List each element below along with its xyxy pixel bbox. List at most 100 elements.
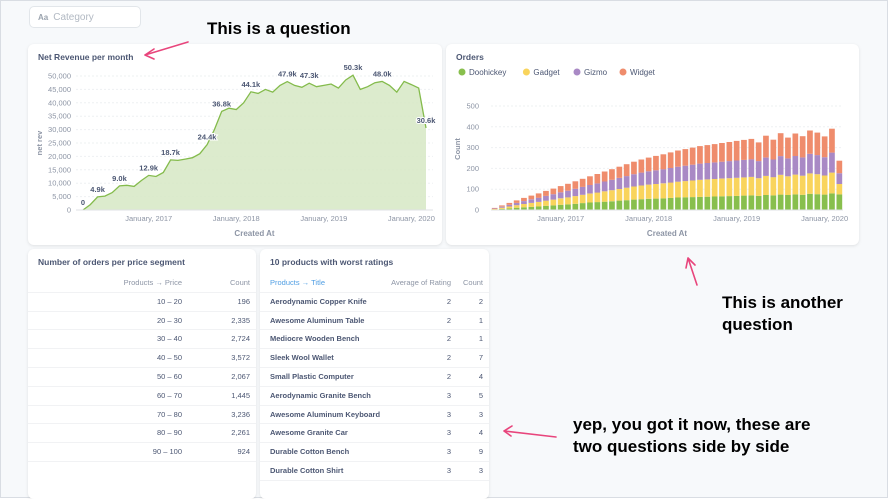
bar-gadget[interactable] [617, 189, 623, 201]
bar-gadget[interactable] [727, 178, 733, 196]
bar-widget[interactable] [492, 208, 498, 209]
bar-gadget[interactable] [573, 196, 579, 204]
bar-gadget[interactable] [771, 177, 777, 195]
bar-widget[interactable] [705, 145, 711, 163]
price-segment-title[interactable]: Number of orders per price segment [38, 257, 185, 267]
bar-gadget[interactable] [675, 182, 681, 198]
bar-doohickey[interactable] [653, 199, 659, 210]
bar-widget[interactable] [771, 140, 777, 160]
bar-gizmo[interactable] [690, 165, 696, 181]
bar-doohickey[interactable] [631, 200, 637, 210]
bar-gadget[interactable] [536, 202, 542, 207]
bar-gadget[interactable] [734, 178, 740, 196]
bar-widget[interactable] [580, 179, 586, 187]
bar-widget[interactable] [793, 134, 799, 157]
bar-gadget[interactable] [587, 194, 593, 203]
bar-gadget[interactable] [822, 176, 828, 195]
product-title-cell[interactable]: Aerodynamic Granite Bench [270, 391, 371, 400]
bar-widget[interactable] [712, 144, 718, 162]
bar-gadget[interactable] [646, 185, 652, 199]
bar-gizmo[interactable] [514, 203, 520, 205]
bar-gizmo[interactable] [749, 159, 755, 177]
bar-widget[interactable] [763, 136, 769, 158]
bar-doohickey[interactable] [822, 195, 828, 210]
bar-doohickey[interactable] [536, 207, 542, 211]
bar-gizmo[interactable] [683, 166, 689, 181]
bar-widget[interactable] [800, 136, 806, 157]
bar-gadget[interactable] [529, 203, 535, 207]
bar-gizmo[interactable] [815, 155, 821, 174]
bar-doohickey[interactable] [815, 194, 821, 210]
bar-widget[interactable] [734, 141, 740, 161]
bar-widget[interactable] [631, 162, 637, 175]
bar-gizmo[interactable] [785, 158, 791, 176]
bar-widget[interactable] [499, 205, 505, 206]
bar-gizmo[interactable] [837, 173, 843, 184]
bar-gizmo[interactable] [624, 176, 630, 188]
bar-doohickey[interactable] [705, 197, 711, 210]
product-title-cell[interactable]: Mediocre Wooden Bench [270, 334, 359, 343]
bar-doohickey[interactable] [697, 197, 703, 210]
bar-gizmo[interactable] [602, 182, 608, 192]
bar-doohickey[interactable] [800, 195, 806, 210]
bar-gizmo[interactable] [697, 164, 703, 180]
bar-gizmo[interactable] [543, 196, 549, 201]
bar-widget[interactable] [683, 149, 689, 166]
bar-doohickey[interactable] [551, 205, 557, 210]
product-title-cell[interactable]: Durable Cotton Bench [270, 447, 349, 456]
bar-gizmo[interactable] [646, 171, 652, 184]
bar-gizmo[interactable] [822, 157, 828, 175]
bar-gizmo[interactable] [551, 194, 557, 199]
bar-widget[interactable] [646, 158, 652, 172]
product-title-cell[interactable]: Sleek Wool Wallet [270, 353, 334, 362]
bar-doohickey[interactable] [646, 199, 652, 210]
column-header-rating[interactable]: Average of Rating [391, 278, 451, 287]
bar-doohickey[interactable] [602, 202, 608, 210]
bar-gadget[interactable] [807, 173, 813, 193]
bar-doohickey[interactable] [573, 204, 579, 210]
bar-gadget[interactable] [800, 176, 806, 195]
bar-gizmo[interactable] [807, 154, 813, 174]
bar-widget[interactable] [595, 174, 601, 183]
bar-gizmo[interactable] [573, 189, 579, 196]
bar-gadget[interactable] [741, 177, 747, 195]
bar-widget[interactable] [543, 191, 549, 196]
bar-gadget[interactable] [551, 200, 557, 206]
bar-gadget[interactable] [778, 175, 784, 195]
bar-gizmo[interactable] [793, 156, 799, 175]
bar-doohickey[interactable] [587, 203, 593, 211]
bar-doohickey[interactable] [624, 200, 630, 210]
bar-gizmo[interactable] [675, 167, 681, 182]
bar-gizmo[interactable] [771, 160, 777, 178]
bar-widget[interactable] [529, 196, 535, 200]
bar-doohickey[interactable] [807, 194, 813, 210]
bar-gizmo[interactable] [529, 199, 535, 203]
bar-doohickey[interactable] [749, 195, 755, 210]
bar-gizmo[interactable] [763, 158, 769, 176]
bar-doohickey[interactable] [639, 199, 645, 210]
bar-widget[interactable] [815, 133, 821, 156]
bar-widget[interactable] [829, 129, 835, 153]
bar-gadget[interactable] [521, 204, 527, 207]
bar-widget[interactable] [617, 167, 623, 178]
product-title-cell[interactable]: Aerodynamic Copper Knife [270, 297, 367, 306]
product-title-cell[interactable]: Awesome Aluminum Table [270, 316, 364, 325]
product-title-cell[interactable]: Durable Cotton Shirt [270, 466, 343, 475]
legend-item-gadget[interactable]: Gadget [533, 68, 560, 77]
bar-gadget[interactable] [815, 174, 821, 194]
bar-widget[interactable] [668, 152, 674, 168]
bar-gizmo[interactable] [580, 187, 586, 195]
bar-gizmo[interactable] [756, 161, 762, 178]
bar-widget[interactable] [778, 133, 784, 156]
bar-doohickey[interactable] [741, 196, 747, 210]
